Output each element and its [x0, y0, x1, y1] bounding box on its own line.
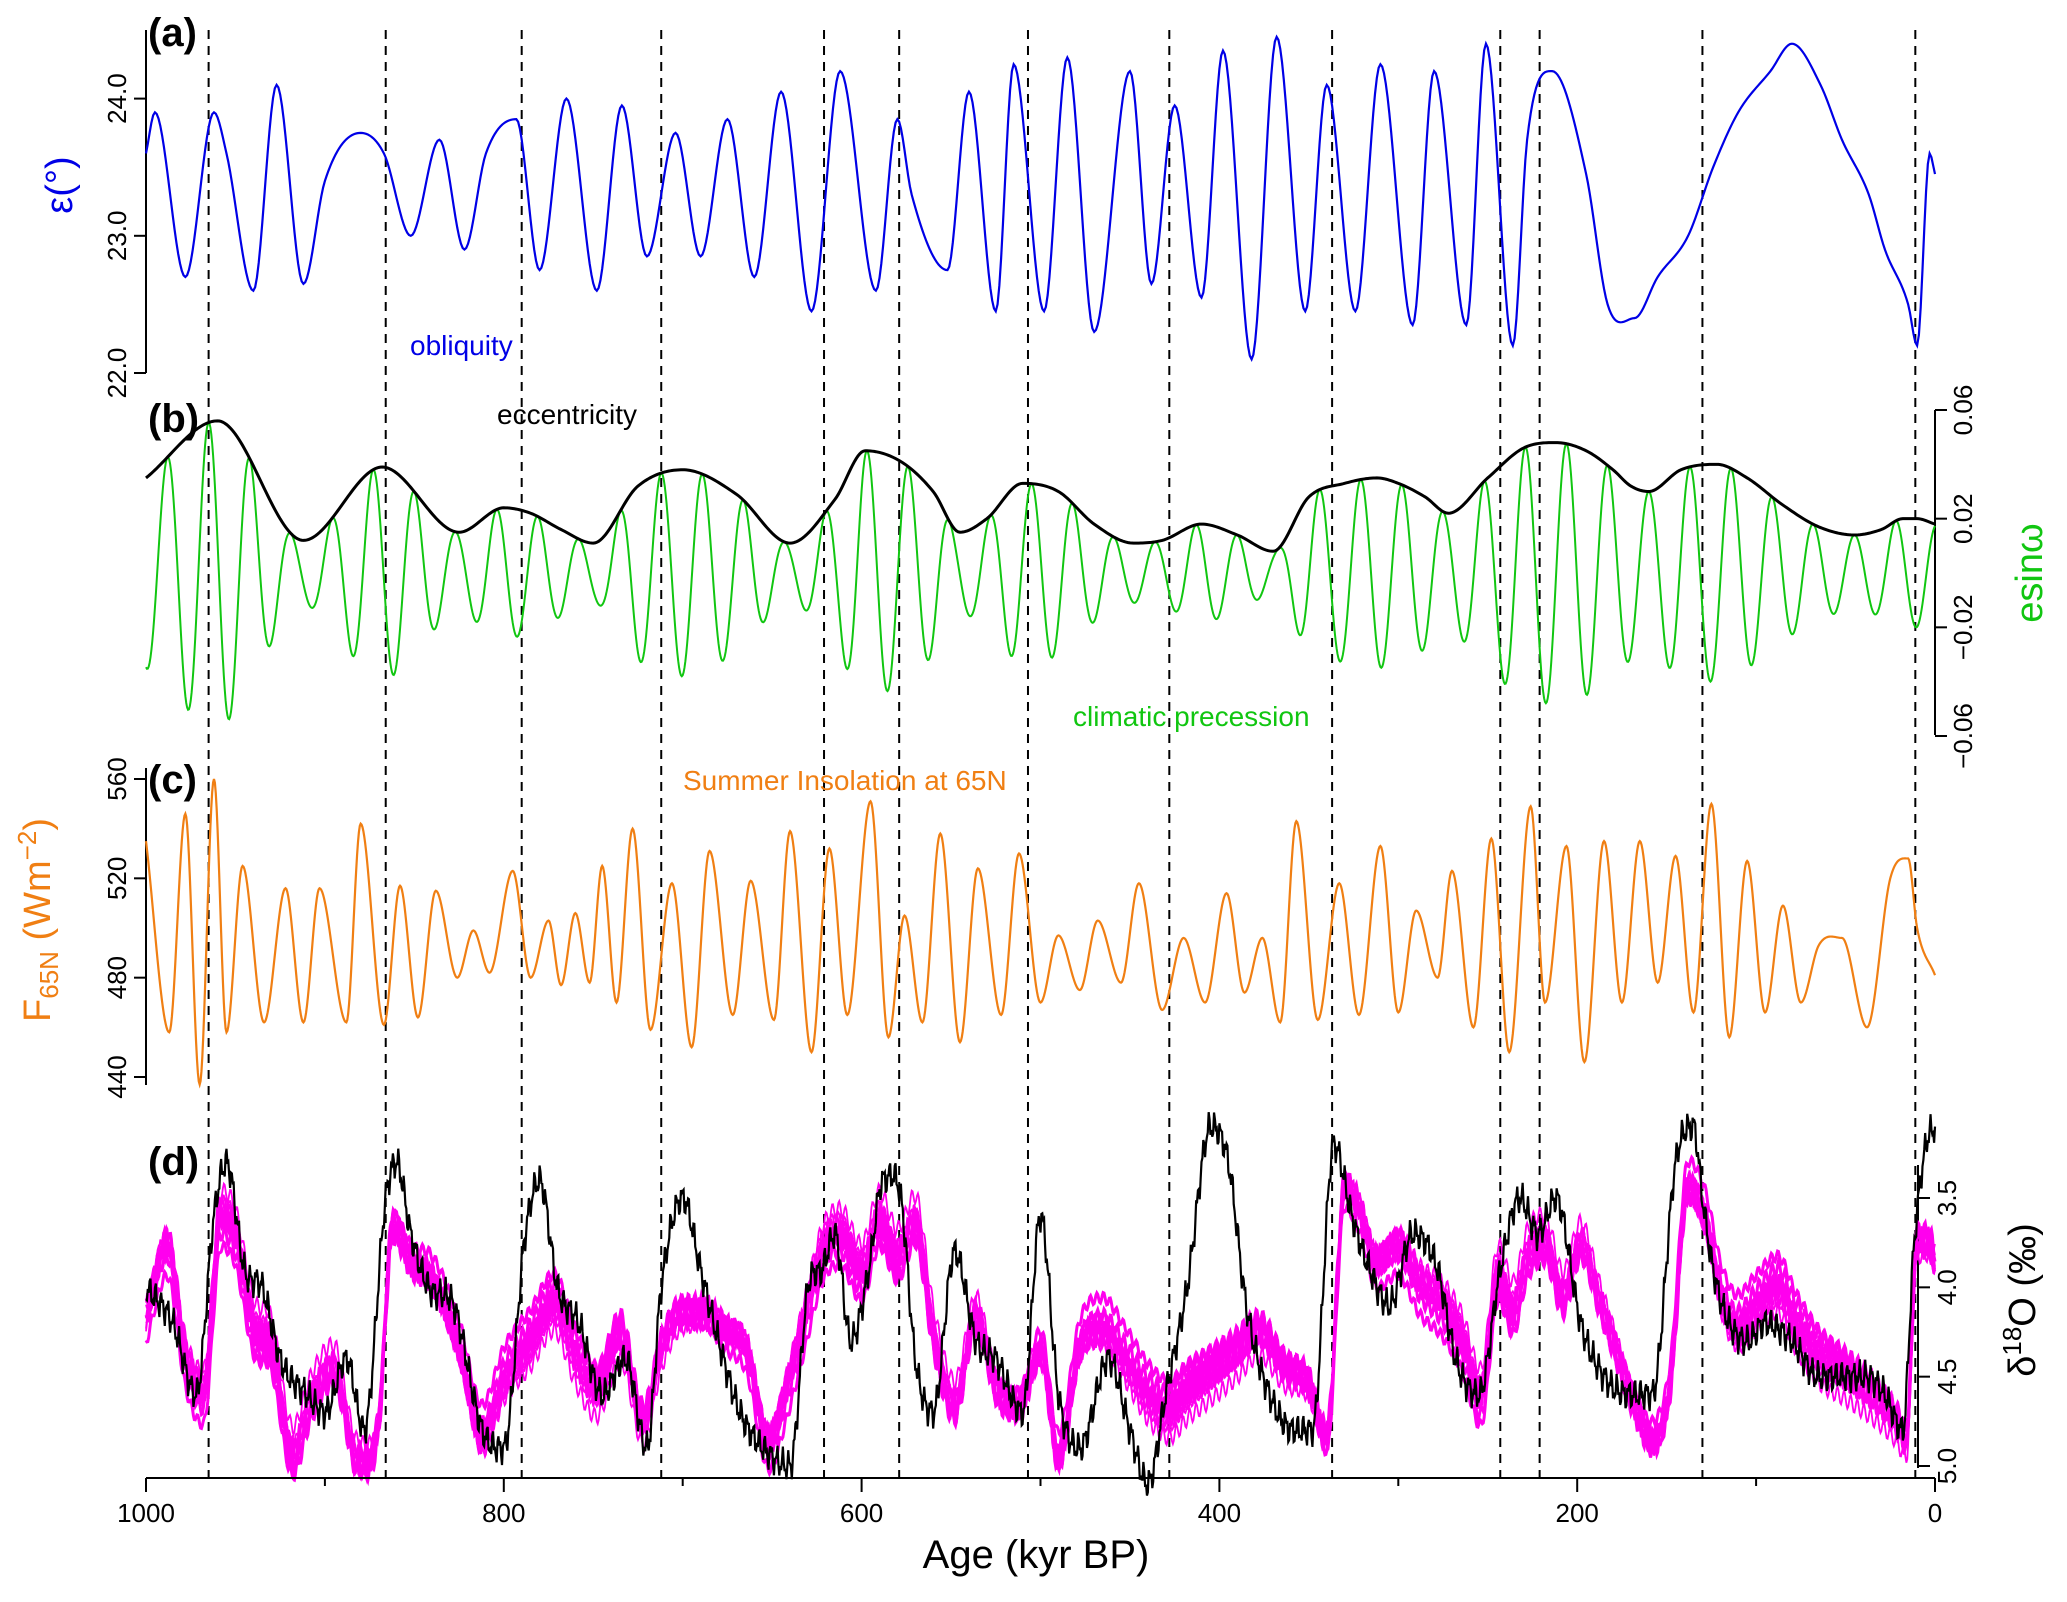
y-tick-label: 24.0	[102, 73, 132, 124]
x-tick-label: 800	[482, 1498, 525, 1528]
simulated-d18o-ensemble	[144, 1154, 1937, 1487]
panel-a-y-ticks: 22.0 23.0 24.0	[102, 73, 146, 398]
y-tick-label: 4.5	[1932, 1359, 1962, 1395]
y-tick-label: −0.06	[1948, 703, 1978, 769]
panel-c-insolation: (c) 440 480 520 560 F65N (Wm−2) Summer Inso…	[12, 757, 1937, 1099]
panel-d-label: (d)	[148, 1140, 199, 1184]
x-tick-label: 600	[840, 1498, 883, 1528]
y-tick-label: −0.02	[1948, 594, 1978, 660]
panel-c-ylabel: F65N (Wm−2)	[12, 818, 64, 1022]
y-tick-label: 4.0	[1932, 1269, 1962, 1305]
x-tick-label: 1000	[117, 1498, 175, 1528]
y-tick-label: 0.02	[1948, 493, 1978, 544]
simulated-d18o-run	[144, 1154, 1937, 1483]
panel-a-label: (a)	[148, 11, 197, 55]
panel-c-y-ticks: 440 480 520 560	[102, 757, 146, 1099]
x-axis-title: Age (kyr BP)	[923, 1533, 1150, 1577]
insolation-series	[144, 778, 1937, 1089]
age-x-axis: 1000 800 600 400 200 0 Age (kyr BP)	[117, 1477, 1942, 1577]
panel-b-y-ticks: 0.06 0.02 −0.02 −0.06	[1935, 385, 1978, 769]
obliquity-annotation: obliquity	[410, 330, 513, 361]
panel-a-ylabel: ε(°)	[39, 156, 81, 213]
eccentricity-series	[145, 419, 1936, 553]
climatic-precession-annotation: climatic precession	[1073, 701, 1310, 732]
panel-b-ylabel: esinω	[2009, 523, 2051, 622]
obliquity-series	[144, 34, 1937, 362]
y-tick-label: 22.0	[102, 348, 132, 399]
y-tick-label: 480	[102, 956, 132, 999]
y-tick-label: 560	[102, 757, 132, 800]
panel-d-ylabel: δ18O (‰)	[1997, 1223, 2044, 1377]
y-tick-label: 440	[102, 1055, 132, 1098]
simulated-d18o-run	[145, 1181, 1936, 1470]
x-tick-label: 0	[1928, 1498, 1942, 1528]
benthic-d18o-series	[145, 1112, 1937, 1496]
panel-d-d18o: (d) 3.5 4.0 4.5 5.0 δ18O (‰)	[144, 1112, 2044, 1496]
event-markers	[207, 30, 1917, 1478]
y-tick-label: 0.06	[1948, 385, 1978, 436]
x-ticks: 1000 800 600 400 200 0	[117, 1478, 1942, 1528]
y-tick-label: 5.0	[1932, 1448, 1962, 1484]
panel-b-precession: (b) 0.060.02−0.02−0.06 esinω eccentricit…	[145, 385, 2051, 769]
x-tick-label: 200	[1556, 1498, 1599, 1528]
x-tick-label: 400	[1198, 1498, 1241, 1528]
eccentricity-annotation: eccentricity	[497, 399, 637, 430]
y-tick-label: 3.5	[1932, 1180, 1962, 1216]
panel-c-label: (c)	[148, 758, 197, 802]
panel-a-obliquity: (a) 22.0 23.0 24.0 ε(°) obliquity	[39, 11, 1937, 398]
insolation-annotation: Summer Insolation at 65N	[683, 765, 1007, 796]
panel-d-y-ticks: 3.5 4.0 4.5 5.0	[1918, 1180, 1962, 1484]
y-tick-label: 23.0	[102, 210, 132, 261]
precession-series	[145, 420, 1936, 721]
y-tick-label: 520	[102, 857, 132, 900]
